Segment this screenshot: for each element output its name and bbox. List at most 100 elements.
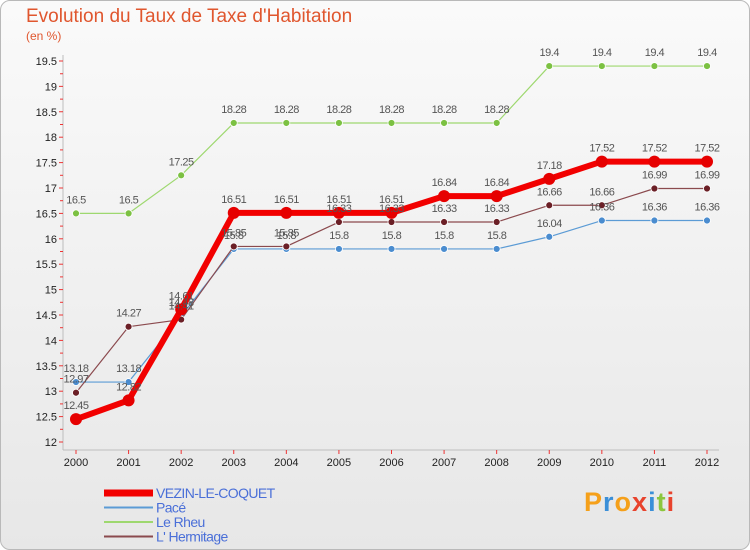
data-point-vezin-le-coquet <box>438 190 451 203</box>
data-label-le-rheu: 19.4 <box>540 47 560 59</box>
data-label-l-hermitage: 15.85 <box>221 227 246 239</box>
data-label-l-hermitage: 16.33 <box>432 203 457 215</box>
y-tick-label: 16.5 <box>36 208 57 220</box>
logo-letter: x <box>632 487 649 517</box>
data-point-l-hermitage <box>650 184 659 193</box>
y-tick-label: 16 <box>45 234 57 246</box>
data-label-le-rheu: 18.28 <box>484 104 509 116</box>
data-point-le-rheu <box>282 119 291 127</box>
y-tick-label: 13 <box>45 386 57 398</box>
data-label-le-rheu: 17.25 <box>169 156 194 168</box>
x-tick-label: 2006 <box>379 457 403 469</box>
data-point-pac <box>387 245 396 253</box>
logo-letter: P <box>584 487 604 517</box>
data-point-le-rheu <box>492 119 501 127</box>
data-point-pac <box>545 232 554 241</box>
data-point-pac <box>650 216 659 225</box>
x-tick-label: 2009 <box>537 457 561 469</box>
y-tick-label: 18 <box>45 132 57 144</box>
data-point-le-rheu <box>387 119 396 127</box>
data-point-l-hermitage <box>545 201 554 210</box>
data-point-pac <box>72 378 80 386</box>
data-label-le-rheu: 16.5 <box>119 194 139 206</box>
data-point-vezin-le-coquet <box>227 206 240 219</box>
y-tick-label: 17 <box>45 183 57 195</box>
data-label-pac: 15.8 <box>224 230 244 242</box>
data-label-le-rheu: 18.28 <box>432 104 457 116</box>
y-tick-label: 14 <box>45 335 57 347</box>
data-label-pac: 15.8 <box>434 230 454 242</box>
data-label-l-hermitage: 16.33 <box>379 203 404 215</box>
data-point-vezin-le-coquet <box>122 394 135 407</box>
data-point-pac <box>703 216 711 225</box>
data-point-l-hermitage <box>440 218 448 226</box>
data-label-vezin-le-coquet: 16.51 <box>221 194 246 206</box>
data-label-vezin-le-coquet: 17.52 <box>642 143 667 155</box>
data-point-vezin-le-coquet <box>175 303 188 316</box>
data-point-l-hermitage <box>492 218 501 226</box>
data-point-vezin-le-coquet <box>648 155 661 168</box>
data-point-l-hermitage <box>387 218 396 226</box>
y-tick-label: 19.5 <box>36 56 57 68</box>
data-point-vezin-le-coquet <box>543 172 556 185</box>
data-point-pac <box>597 216 606 225</box>
legend-label-le-rheu: Le Rheu <box>156 514 205 530</box>
data-label-vezin-le-coquet: 12.82 <box>116 381 141 393</box>
data-point-le-rheu <box>335 119 343 127</box>
x-tick-label: 2012 <box>695 457 719 469</box>
logo-letter: r <box>603 487 615 517</box>
data-label-pac: 15.8 <box>487 230 507 242</box>
data-label-pac: 16.04 <box>537 218 562 230</box>
y-tick-label: 13.5 <box>36 361 57 373</box>
data-label-l-hermitage: 16.33 <box>484 203 509 215</box>
data-point-l-hermitage <box>335 218 343 226</box>
data-label-l-hermitage: 16.33 <box>326 203 351 215</box>
data-label-vezin-le-coquet: 16.51 <box>379 194 404 206</box>
y-tick-label: 15.5 <box>36 259 57 271</box>
data-point-l-hermitage <box>229 242 238 251</box>
data-label-le-rheu: 19.4 <box>592 47 612 59</box>
data-label-vezin-le-coquet: 16.51 <box>274 194 299 206</box>
legend-label-vezin-le-coquet: VEZIN-LE-COQUET <box>156 485 276 501</box>
data-point-vezin-le-coquet <box>70 413 82 426</box>
x-tick-label: 2002 <box>169 457 193 469</box>
data-label-pac: 15.8 <box>382 230 402 242</box>
data-label-pac: 16.36 <box>589 202 614 214</box>
data-label-vezin-le-coquet: 16.84 <box>432 177 457 189</box>
x-tick-label: 2000 <box>64 457 88 469</box>
proxiti-logo: Proxiti <box>584 487 675 518</box>
x-tick-label: 2003 <box>222 457 246 469</box>
legend-label-l-hermitage: L' Hermitage <box>156 529 229 545</box>
x-tick-label: 2007 <box>432 457 456 469</box>
y-tick-label: 12 <box>45 437 57 449</box>
data-label-vezin-le-coquet: 14.61 <box>169 290 194 302</box>
data-point-l-hermitage <box>124 322 133 331</box>
data-label-le-rheu: 19.4 <box>645 47 665 59</box>
data-label-l-hermitage: 15.85 <box>274 227 299 239</box>
logo-letter: i <box>666 487 676 517</box>
data-label-l-hermitage: 12.97 <box>63 374 88 386</box>
data-label-pac: 13.18 <box>63 363 88 375</box>
data-point-le-rheu <box>440 119 448 127</box>
logo-letter: o <box>614 487 633 517</box>
data-point-pac <box>440 245 448 253</box>
chart-title: Evolution du Taux de Taxe d'Habitation <box>26 6 353 27</box>
data-label-pac: 16.36 <box>694 202 719 214</box>
x-tick-label: 2004 <box>274 457 298 469</box>
x-tick-label: 2010 <box>590 457 614 469</box>
data-point-pac <box>492 245 501 253</box>
data-label-l-hermitage: 16.99 <box>694 170 719 182</box>
data-label-vezin-le-coquet: 16.84 <box>484 177 509 189</box>
data-point-le-rheu <box>229 119 238 127</box>
data-label-l-hermitage: 16.66 <box>589 186 614 198</box>
data-label-pac: 15.8 <box>277 230 297 242</box>
data-point-l-hermitage <box>597 201 606 210</box>
data-label-pac: 16.36 <box>642 202 667 214</box>
data-point-vezin-le-coquet <box>280 206 293 219</box>
x-tick-label: 2011 <box>643 457 667 469</box>
data-label-le-rheu: 18.28 <box>379 104 404 116</box>
data-point-le-rheu <box>703 62 711 70</box>
y-tick-label: 14.5 <box>36 310 57 322</box>
